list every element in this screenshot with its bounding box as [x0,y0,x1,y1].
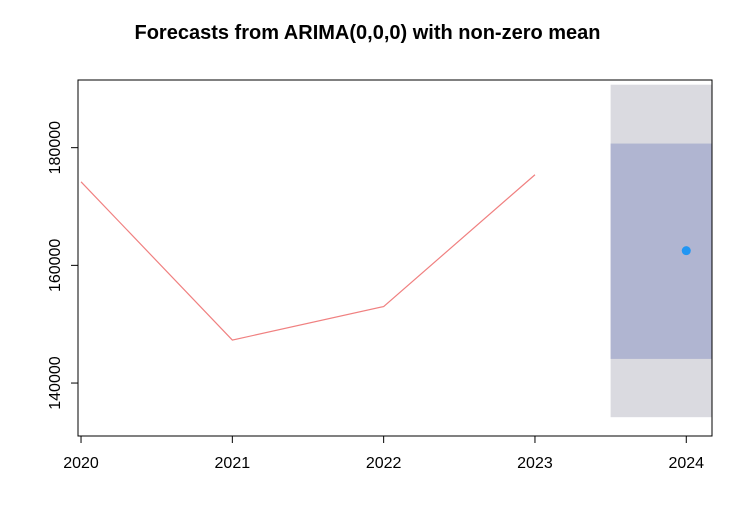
x-tick-label: 2022 [366,455,402,472]
y-tick-label: 180000 [47,121,64,174]
x-tick-label: 2020 [63,455,99,472]
plot-frame [77,79,713,437]
series-line-0 [80,174,536,341]
y-tick-label: 160000 [47,239,64,292]
forecast-80-band [610,143,712,359]
x-tick-label: 2024 [668,455,704,472]
forecast-point [681,246,691,256]
y-tick-label: 140000 [47,356,64,409]
x-tick-label: 2021 [215,455,251,472]
x-tick-label: 2023 [517,455,553,472]
chart-title: Forecasts from ARIMA(0,0,0) with non-zer… [134,22,601,44]
